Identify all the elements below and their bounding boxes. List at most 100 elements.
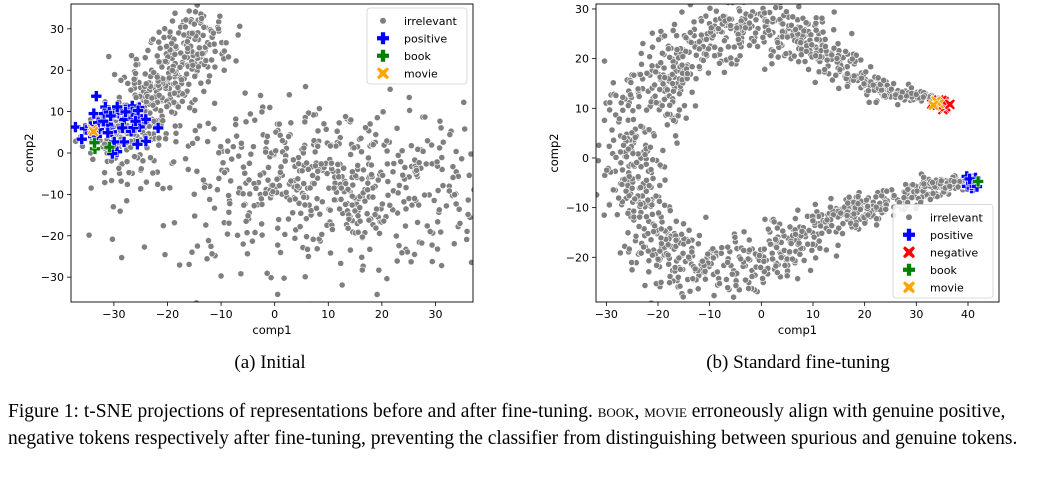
irrelevant-point bbox=[609, 186, 617, 194]
irrelevant-point bbox=[426, 228, 434, 235]
irrelevant-point bbox=[348, 168, 356, 176]
irrelevant-point bbox=[637, 249, 645, 257]
irrelevant-point bbox=[232, 57, 240, 65]
irrelevant-point bbox=[768, 60, 776, 68]
irrelevant-point bbox=[692, 51, 700, 59]
irrelevant-point bbox=[769, 255, 776, 263]
irrelevant-point bbox=[668, 71, 676, 78]
irrelevant-point bbox=[281, 231, 289, 238]
irrelevant-point bbox=[237, 139, 245, 147]
irrelevant-point bbox=[269, 181, 277, 189]
irrelevant-point bbox=[615, 194, 623, 202]
irrelevant-point bbox=[437, 124, 445, 132]
irrelevant-point bbox=[155, 58, 163, 66]
irrelevant-point bbox=[115, 164, 123, 172]
irrelevant-point bbox=[676, 106, 683, 114]
irrelevant-point bbox=[808, 246, 816, 254]
irrelevant-point bbox=[844, 199, 852, 207]
irrelevant-point bbox=[833, 252, 840, 260]
x-tick-label: −10 bbox=[698, 308, 721, 321]
irrelevant-point bbox=[184, 38, 191, 45]
irrelevant-point bbox=[691, 0, 697, 1]
x-tick-label: 30 bbox=[909, 308, 923, 321]
irrelevant-point bbox=[631, 133, 639, 141]
irrelevant-point bbox=[779, 227, 787, 235]
irrelevant-point bbox=[357, 134, 365, 142]
irrelevant-point bbox=[661, 176, 669, 184]
irrelevant-point bbox=[250, 202, 258, 210]
irrelevant-point bbox=[207, 242, 215, 250]
irrelevant-point bbox=[109, 203, 117, 211]
irrelevant-point bbox=[202, 57, 210, 64]
irrelevant-point bbox=[839, 220, 847, 227]
positive-point bbox=[75, 133, 88, 145]
irrelevant-point bbox=[211, 63, 219, 71]
irrelevant-point bbox=[397, 158, 405, 166]
irrelevant-point bbox=[198, 50, 206, 58]
irrelevant-point bbox=[843, 63, 851, 71]
irrelevant-point bbox=[872, 98, 880, 106]
irrelevant-point bbox=[263, 132, 271, 140]
irrelevant-point bbox=[712, 7, 720, 15]
irrelevant-point bbox=[287, 119, 295, 127]
irrelevant-point bbox=[652, 68, 660, 76]
irrelevant-point bbox=[105, 53, 113, 60]
irrelevant-point bbox=[206, 196, 214, 203]
irrelevant-point bbox=[342, 180, 350, 187]
irrelevant-point bbox=[919, 93, 927, 101]
irrelevant-point bbox=[664, 251, 672, 259]
irrelevant-point bbox=[301, 273, 309, 281]
irrelevant-point bbox=[784, 0, 790, 2]
irrelevant-point bbox=[631, 195, 639, 203]
irrelevant-point bbox=[531, 209, 537, 215]
irrelevant-point bbox=[864, 211, 872, 219]
irrelevant-point bbox=[281, 157, 289, 165]
irrelevant-point bbox=[139, 157, 147, 165]
irrelevant-point bbox=[305, 109, 312, 117]
positive-point bbox=[106, 147, 119, 160]
x-tick-label: 20 bbox=[858, 308, 872, 321]
irrelevant-point bbox=[277, 163, 285, 171]
irrelevant-point bbox=[338, 281, 346, 289]
irrelevant-point bbox=[705, 45, 712, 53]
irrelevant-point bbox=[159, 117, 167, 125]
irrelevant-point bbox=[800, 257, 808, 264]
irrelevant-point bbox=[710, 292, 718, 299]
irrelevant-point bbox=[736, 7, 744, 15]
irrelevant-point bbox=[358, 148, 365, 156]
irrelevant-point bbox=[289, 156, 297, 164]
irrelevant-point bbox=[404, 248, 411, 256]
irrelevant-point bbox=[163, 103, 171, 111]
irrelevant-point bbox=[188, 29, 196, 37]
irrelevant-point bbox=[203, 304, 209, 310]
irrelevant-point bbox=[428, 141, 436, 149]
irrelevant-point bbox=[269, 188, 277, 196]
irrelevant-point bbox=[628, 266, 636, 274]
irrelevant-point bbox=[216, 12, 224, 20]
irrelevant-point bbox=[128, 52, 135, 59]
irrelevant-point bbox=[372, 224, 380, 232]
irrelevant-point bbox=[243, 229, 251, 237]
irrelevant-point bbox=[147, 154, 154, 162]
irrelevant-point bbox=[211, 48, 219, 55]
legend-label-negative: negative bbox=[930, 246, 978, 259]
irrelevant-point bbox=[522, 168, 528, 174]
irrelevant-point bbox=[168, 66, 176, 74]
irrelevant-point bbox=[252, 184, 260, 192]
irrelevant-point bbox=[202, 221, 210, 229]
irrelevant-point bbox=[643, 176, 650, 184]
irrelevant-point bbox=[658, 240, 665, 248]
irrelevant-point bbox=[137, 165, 145, 173]
legend-label-positive: positive bbox=[930, 229, 973, 242]
irrelevant-point bbox=[211, 99, 218, 107]
irrelevant-point bbox=[200, 176, 207, 184]
irrelevant-point bbox=[671, 21, 678, 28]
irrelevant-point bbox=[695, 232, 703, 239]
irrelevant-point bbox=[555, 253, 561, 259]
irrelevant-point bbox=[858, 74, 865, 82]
irrelevant-point bbox=[232, 121, 240, 129]
irrelevant-point bbox=[659, 80, 667, 88]
irrelevant-point bbox=[379, 171, 387, 179]
figure-caption: Figure 1: t-SNE projections of represent… bbox=[8, 398, 1033, 452]
irrelevant-point bbox=[746, 42, 753, 49]
